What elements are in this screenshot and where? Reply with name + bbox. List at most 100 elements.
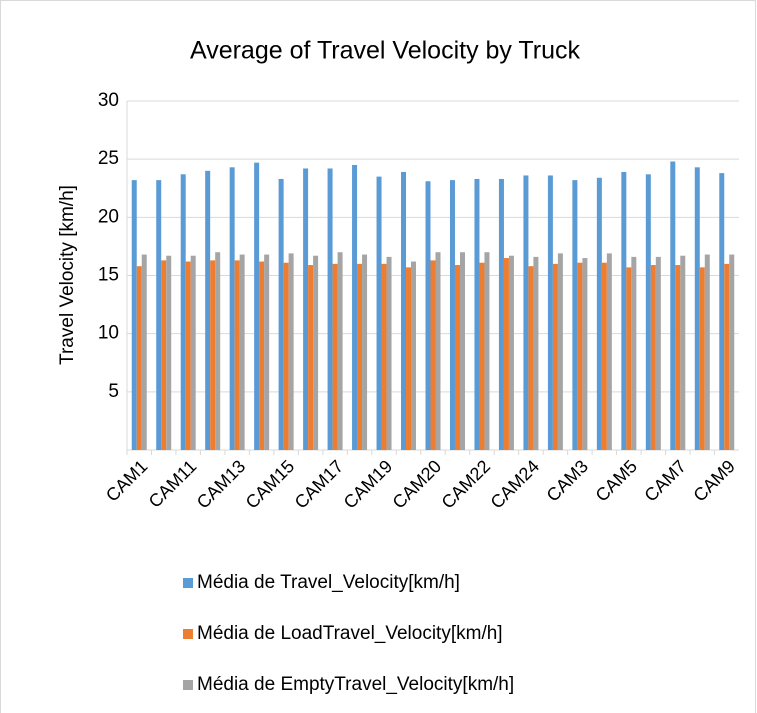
bar bbox=[547, 175, 553, 450]
bar bbox=[655, 256, 661, 450]
bar bbox=[435, 252, 441, 450]
legend-swatch bbox=[183, 629, 193, 639]
legend-swatch bbox=[183, 680, 193, 690]
y-tick-label: 20 bbox=[98, 206, 119, 227]
x-tick-label: CAM13 bbox=[193, 456, 250, 513]
bar bbox=[498, 178, 504, 450]
bar bbox=[601, 262, 607, 450]
bar bbox=[156, 180, 162, 450]
bar bbox=[313, 255, 319, 450]
bar bbox=[337, 252, 343, 450]
bar bbox=[362, 254, 368, 450]
y-tick-label: 5 bbox=[108, 381, 119, 402]
bar bbox=[185, 261, 191, 450]
bar bbox=[190, 255, 196, 450]
y-tick-label: 10 bbox=[98, 323, 119, 344]
bar bbox=[454, 265, 460, 450]
bar bbox=[278, 178, 284, 450]
bar bbox=[675, 265, 681, 450]
legend-label: Média de LoadTravel_Velocity[km/h] bbox=[197, 623, 503, 644]
bar bbox=[694, 167, 700, 450]
x-tick-label: CAM11 bbox=[145, 456, 201, 512]
bar bbox=[474, 178, 480, 450]
bar bbox=[215, 252, 221, 450]
x-tick-label: CAM17 bbox=[291, 456, 348, 513]
x-tick-label: CAM3 bbox=[543, 456, 593, 506]
bar bbox=[577, 262, 583, 450]
bar bbox=[254, 162, 260, 450]
x-tick-label: CAM24 bbox=[487, 456, 544, 513]
bar bbox=[459, 252, 465, 450]
bar bbox=[229, 167, 235, 450]
chart-title: Average of Travel Velocity by Truck bbox=[190, 37, 581, 65]
bar bbox=[327, 168, 333, 450]
bar bbox=[376, 176, 382, 450]
bar bbox=[699, 267, 705, 450]
bar bbox=[533, 256, 539, 450]
bar bbox=[631, 256, 637, 450]
bar bbox=[729, 254, 735, 450]
bar bbox=[234, 260, 240, 450]
x-tick-label: CAM22 bbox=[438, 456, 495, 513]
y-tick-label: 15 bbox=[98, 265, 119, 286]
bar bbox=[650, 265, 656, 450]
bar bbox=[523, 175, 529, 450]
bar bbox=[582, 258, 588, 450]
bar bbox=[352, 164, 358, 450]
legend-swatch bbox=[183, 578, 193, 588]
bar bbox=[479, 262, 485, 450]
bar bbox=[303, 168, 309, 450]
bar bbox=[205, 170, 211, 451]
y-tick-label: 30 bbox=[98, 90, 119, 111]
y-axis-label: Travel Velocity [km/h] bbox=[57, 185, 78, 365]
bar bbox=[411, 261, 417, 450]
bar bbox=[288, 253, 294, 450]
bar bbox=[425, 181, 431, 450]
bar bbox=[503, 258, 509, 450]
legend-label: Média de Travel_Velocity[km/h] bbox=[197, 572, 460, 593]
x-tick-label: CAM19 bbox=[340, 456, 397, 513]
bar bbox=[357, 263, 363, 450]
bar bbox=[239, 254, 245, 450]
x-tick-label: CAM15 bbox=[242, 456, 299, 513]
bar bbox=[557, 253, 563, 450]
legend-label: Média de EmptyTravel_Velocity[km/h] bbox=[197, 674, 514, 695]
bar bbox=[430, 260, 436, 450]
bar bbox=[283, 262, 289, 450]
bar bbox=[626, 267, 632, 450]
bar bbox=[449, 180, 455, 450]
bar bbox=[259, 261, 265, 450]
x-tick-label: CAM20 bbox=[389, 456, 446, 513]
bar bbox=[401, 171, 407, 451]
bar bbox=[264, 254, 270, 450]
bar bbox=[645, 174, 651, 451]
bar bbox=[406, 267, 412, 450]
bar bbox=[508, 255, 514, 450]
bar bbox=[606, 253, 612, 450]
x-tick-label: CAM5 bbox=[592, 456, 642, 506]
bar bbox=[332, 263, 338, 450]
bar bbox=[670, 161, 676, 450]
bar bbox=[386, 256, 392, 450]
bar bbox=[680, 255, 686, 450]
bar bbox=[308, 265, 314, 450]
bar bbox=[621, 171, 627, 451]
bar bbox=[136, 266, 142, 450]
bar bbox=[131, 180, 137, 450]
bar bbox=[210, 260, 216, 450]
y-tick-label: 25 bbox=[98, 148, 119, 169]
bar bbox=[141, 254, 147, 450]
bar bbox=[381, 263, 387, 450]
bar bbox=[596, 177, 602, 450]
bar bbox=[719, 173, 725, 451]
bar bbox=[572, 180, 578, 450]
x-tick-label: CAM7 bbox=[640, 456, 690, 506]
bar bbox=[484, 252, 490, 450]
bar bbox=[528, 266, 534, 450]
bar bbox=[166, 255, 172, 450]
bar bbox=[704, 254, 710, 450]
bar bbox=[724, 263, 730, 450]
x-tick-label: CAM9 bbox=[689, 456, 739, 506]
